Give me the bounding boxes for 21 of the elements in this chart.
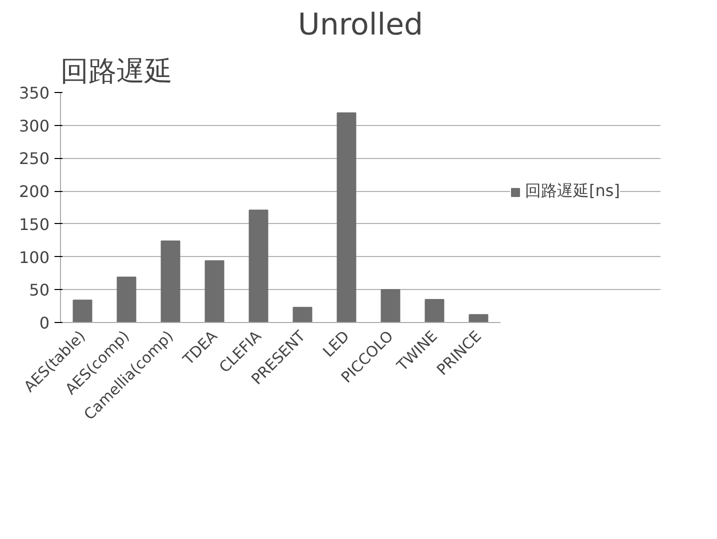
y-tick-label: 300 — [18, 116, 50, 136]
y-tick-label: 350 — [18, 84, 50, 102]
bar — [380, 289, 400, 322]
y-tick-label: 50 — [29, 280, 50, 300]
bar — [72, 300, 92, 322]
y-tick-label: 0 — [39, 314, 50, 332]
bar — [116, 276, 136, 322]
bar — [292, 306, 312, 322]
bar — [468, 314, 488, 322]
chart-subtitle: Unrolled — [298, 8, 424, 42]
chart-title: 回路遅延 — [60, 54, 172, 88]
bar — [204, 260, 224, 322]
bar — [248, 210, 268, 322]
y-tick-label: 100 — [18, 248, 50, 267]
bar — [424, 299, 444, 322]
bar — [160, 240, 180, 322]
bar — [336, 112, 356, 322]
y-tick-label: 200 — [18, 182, 50, 202]
y-tick-label: 250 — [18, 149, 50, 168]
y-tick-label: 150 — [18, 214, 50, 234]
legend-label: 回路遅延[ns] — [525, 181, 620, 202]
